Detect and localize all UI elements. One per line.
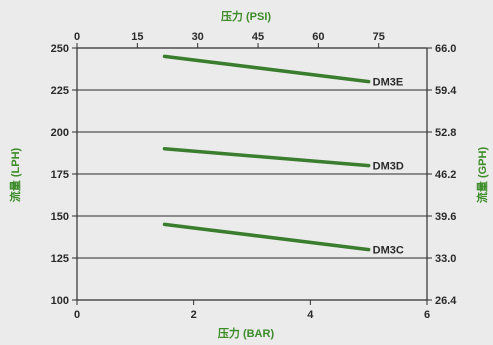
- x-tick-label: 0: [74, 309, 80, 321]
- y-tick-label: 125: [51, 253, 69, 265]
- x2-tick-label: 30: [192, 31, 204, 43]
- series-label-dm3e: DM3E: [373, 77, 404, 89]
- x2-axis-title: 压力 (PSI): [221, 9, 271, 23]
- x2-tick-label: 60: [312, 31, 324, 43]
- y-tick-label: 200: [51, 127, 69, 139]
- y2-axis-title: 流量 (GPH): [475, 147, 489, 204]
- series-label-dm3d: DM3D: [373, 161, 404, 173]
- y2-tick-label: 33.0: [435, 253, 456, 265]
- y-tick-label: 250: [51, 43, 69, 55]
- plot-frame: [72, 43, 432, 305]
- series-lines: DM3E DM3D DM3C: [162, 54, 404, 257]
- y2-tick-label: 26.4: [435, 295, 457, 307]
- x2-tick-label: 45: [252, 31, 264, 43]
- y2-tick-label: 39.6: [435, 211, 456, 223]
- x2-tick-label: 0: [74, 31, 80, 43]
- y-tick-label: 225: [51, 85, 69, 97]
- y2-tick-label: 66.0: [435, 43, 456, 55]
- x-axis-title: 压力 (BAR): [218, 326, 275, 340]
- y2-tick-label: 59.4: [435, 85, 457, 97]
- x-tick-label: 2: [191, 309, 197, 321]
- x2-tick-label: 15: [131, 31, 143, 43]
- series-line-dm3e: [162, 54, 371, 84]
- series-line-dm3d: [162, 147, 371, 168]
- tick-labels: 10012515017520022525026.433.039.646.252.…: [51, 31, 458, 321]
- y-axis-title: 流量 (LPH): [8, 147, 22, 202]
- series-line-dm3c: [162, 222, 371, 252]
- x2-tick-label: 75: [373, 31, 385, 43]
- series-label-dm3c: DM3C: [373, 245, 404, 257]
- x-tick-label: 6: [424, 309, 430, 321]
- y2-tick-label: 52.8: [435, 127, 456, 139]
- y2-tick-label: 46.2: [435, 169, 456, 181]
- y-tick-label: 100: [51, 295, 69, 307]
- y-tick-label: 150: [51, 211, 69, 223]
- x-tick-label: 4: [307, 309, 314, 321]
- y-tick-label: 175: [51, 169, 69, 181]
